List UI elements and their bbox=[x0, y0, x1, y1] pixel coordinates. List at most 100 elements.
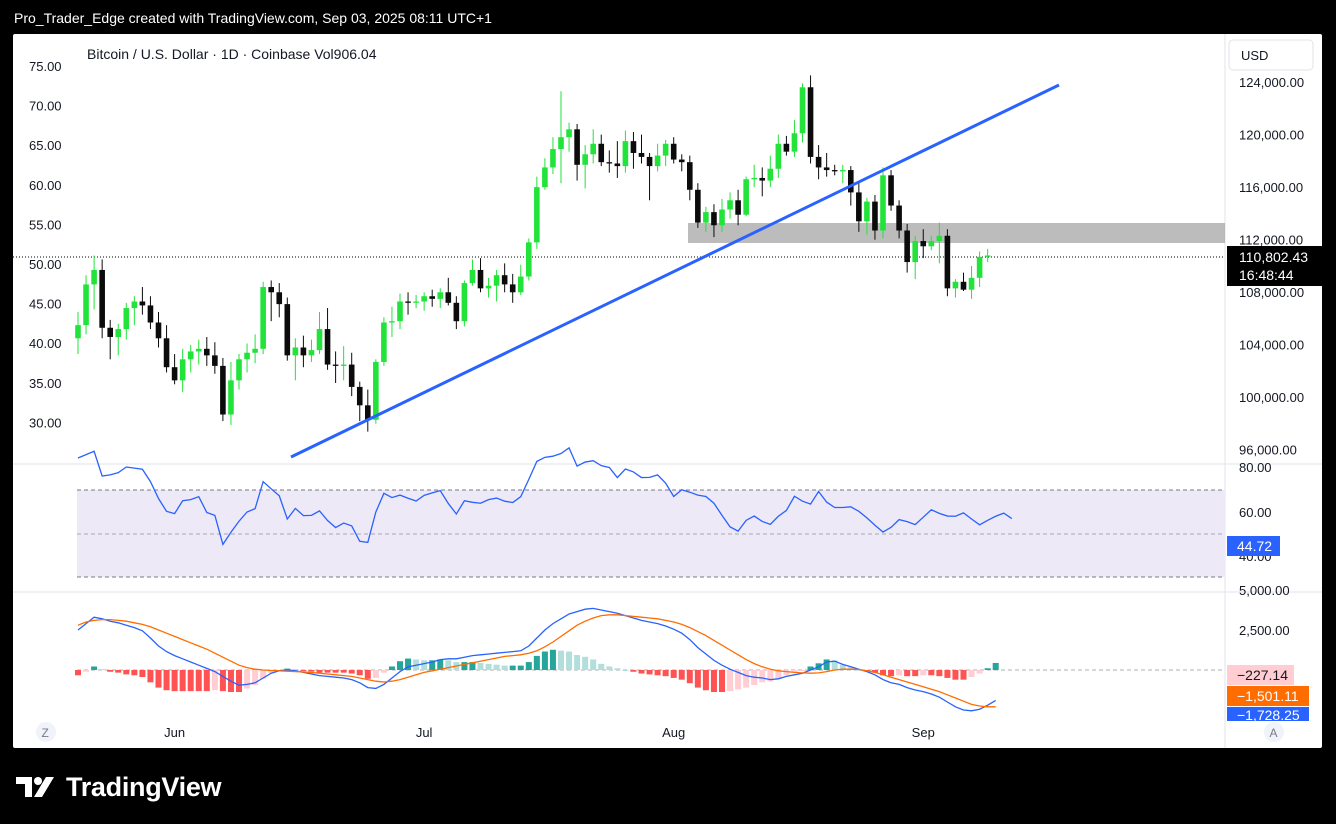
candle bbox=[783, 135, 790, 156]
candle-body bbox=[195, 348, 202, 352]
candle bbox=[340, 346, 347, 381]
histogram-bar bbox=[397, 661, 403, 670]
histogram-bar bbox=[461, 662, 468, 670]
histogram-bar bbox=[783, 670, 790, 676]
histogram-bar bbox=[509, 665, 516, 670]
histogram-bar bbox=[606, 666, 613, 670]
histogram-bar bbox=[131, 670, 138, 676]
candle bbox=[276, 283, 283, 318]
candle bbox=[823, 152, 830, 177]
left-scale: 75.00 70.00 65.00 60.00 55.00 50.00 45.00 40.00… bbox=[29, 59, 62, 430]
candle-body bbox=[928, 241, 935, 247]
auto-scale-button-bg[interactable] bbox=[1264, 722, 1284, 742]
histogram-bar bbox=[211, 670, 218, 691]
candle-body bbox=[880, 175, 886, 231]
time-tick-label: Aug bbox=[662, 725, 685, 740]
histogram-bar bbox=[992, 662, 999, 670]
histogram-bar bbox=[372, 670, 379, 678]
candle bbox=[526, 238, 532, 281]
histogram-bar bbox=[244, 670, 251, 689]
histogram-bar bbox=[541, 651, 548, 670]
histogram-bar bbox=[324, 670, 331, 673]
candle bbox=[204, 336, 210, 366]
histogram-bar bbox=[896, 670, 903, 676]
candle bbox=[501, 263, 508, 293]
currency-button-bg[interactable] bbox=[1228, 39, 1314, 71]
histogram-bar bbox=[654, 670, 661, 676]
hist-value-label-bg bbox=[1227, 665, 1294, 685]
candle-body bbox=[300, 347, 307, 356]
candle bbox=[799, 83, 806, 143]
candle bbox=[807, 75, 814, 164]
histogram-bar bbox=[710, 670, 717, 692]
candle bbox=[952, 279, 959, 298]
histogram-bar bbox=[735, 670, 742, 690]
histogram-bar bbox=[630, 670, 637, 672]
candle bbox=[912, 235, 918, 280]
histogram-bar bbox=[380, 670, 387, 673]
histogram-bar bbox=[203, 670, 210, 692]
candle-body bbox=[783, 143, 790, 152]
candle bbox=[614, 141, 621, 178]
candle bbox=[566, 122, 572, 152]
candle-body bbox=[445, 292, 452, 303]
histogram-bar bbox=[566, 651, 573, 670]
histogram-bar bbox=[219, 670, 226, 692]
candle-body bbox=[493, 275, 500, 286]
price-tick-label: 116,000.00 bbox=[1239, 180, 1303, 195]
candle-body bbox=[163, 338, 170, 368]
candle bbox=[944, 229, 951, 297]
candle bbox=[260, 281, 266, 355]
candle-body bbox=[711, 212, 717, 226]
histogram-bar bbox=[260, 670, 267, 679]
histogram-bar bbox=[517, 665, 524, 670]
candle bbox=[284, 297, 291, 361]
candle-body bbox=[815, 156, 822, 168]
histogram-bar bbox=[558, 650, 564, 670]
currency-button[interactable]: USD bbox=[1241, 48, 1268, 63]
candle bbox=[445, 277, 452, 306]
candle bbox=[83, 275, 89, 335]
histogram-bar bbox=[662, 670, 669, 677]
candle bbox=[99, 259, 105, 339]
histogram-bar bbox=[533, 655, 540, 670]
candlesticks bbox=[75, 75, 991, 432]
histogram-bar bbox=[574, 655, 581, 670]
candle bbox=[348, 352, 355, 397]
candle bbox=[582, 145, 588, 189]
symbol-legend[interactable]: Bitcoin / U.S. Dollar · 1D · Coinbase Vo… bbox=[87, 46, 377, 62]
chart-canvas[interactable]: Bitcoin / U.S. Dollar · 1D · Coinbase Vo… bbox=[13, 34, 1322, 748]
auto-scale-button[interactable]: A bbox=[1270, 726, 1278, 740]
zoom-reset-button[interactable]: Z bbox=[42, 726, 49, 740]
price-axis[interactable]: 124,000.00 120,000.00 116,000.00 112,000.00… bbox=[1239, 75, 1304, 458]
candle-body bbox=[831, 170, 838, 172]
last-price-label-bg bbox=[1227, 246, 1322, 286]
candle-body bbox=[220, 365, 226, 415]
left-tick-label: 60.00 bbox=[29, 178, 62, 193]
candle bbox=[984, 248, 991, 263]
candle-body bbox=[461, 283, 468, 322]
candle-body bbox=[356, 386, 363, 406]
resistance-zone[interactable] bbox=[688, 223, 1225, 243]
histogram-bar bbox=[421, 660, 428, 670]
candle bbox=[630, 131, 637, 169]
candle bbox=[775, 134, 782, 178]
histogram-bar bbox=[807, 666, 814, 670]
time-axis[interactable]: Jun Jul Aug Sep bbox=[164, 725, 935, 740]
rsi-value-label-bg bbox=[1227, 536, 1280, 556]
histogram-bar bbox=[912, 670, 919, 677]
tradingview-logo[interactable]: TradingView bbox=[16, 770, 222, 804]
candle bbox=[308, 339, 315, 362]
candle-body bbox=[550, 149, 556, 168]
candle-body bbox=[799, 87, 806, 134]
candle-body bbox=[212, 355, 218, 366]
histogram-bar bbox=[702, 670, 709, 691]
histogram-bar bbox=[743, 670, 750, 688]
candle-body bbox=[558, 137, 564, 150]
candle-body bbox=[695, 189, 701, 223]
histogram-bar bbox=[187, 670, 194, 692]
ascending-trendline[interactable] bbox=[290, 83, 1060, 459]
candle bbox=[332, 351, 339, 383]
histogram-bar bbox=[340, 670, 347, 673]
zoom-reset-button-bg[interactable] bbox=[36, 722, 56, 742]
